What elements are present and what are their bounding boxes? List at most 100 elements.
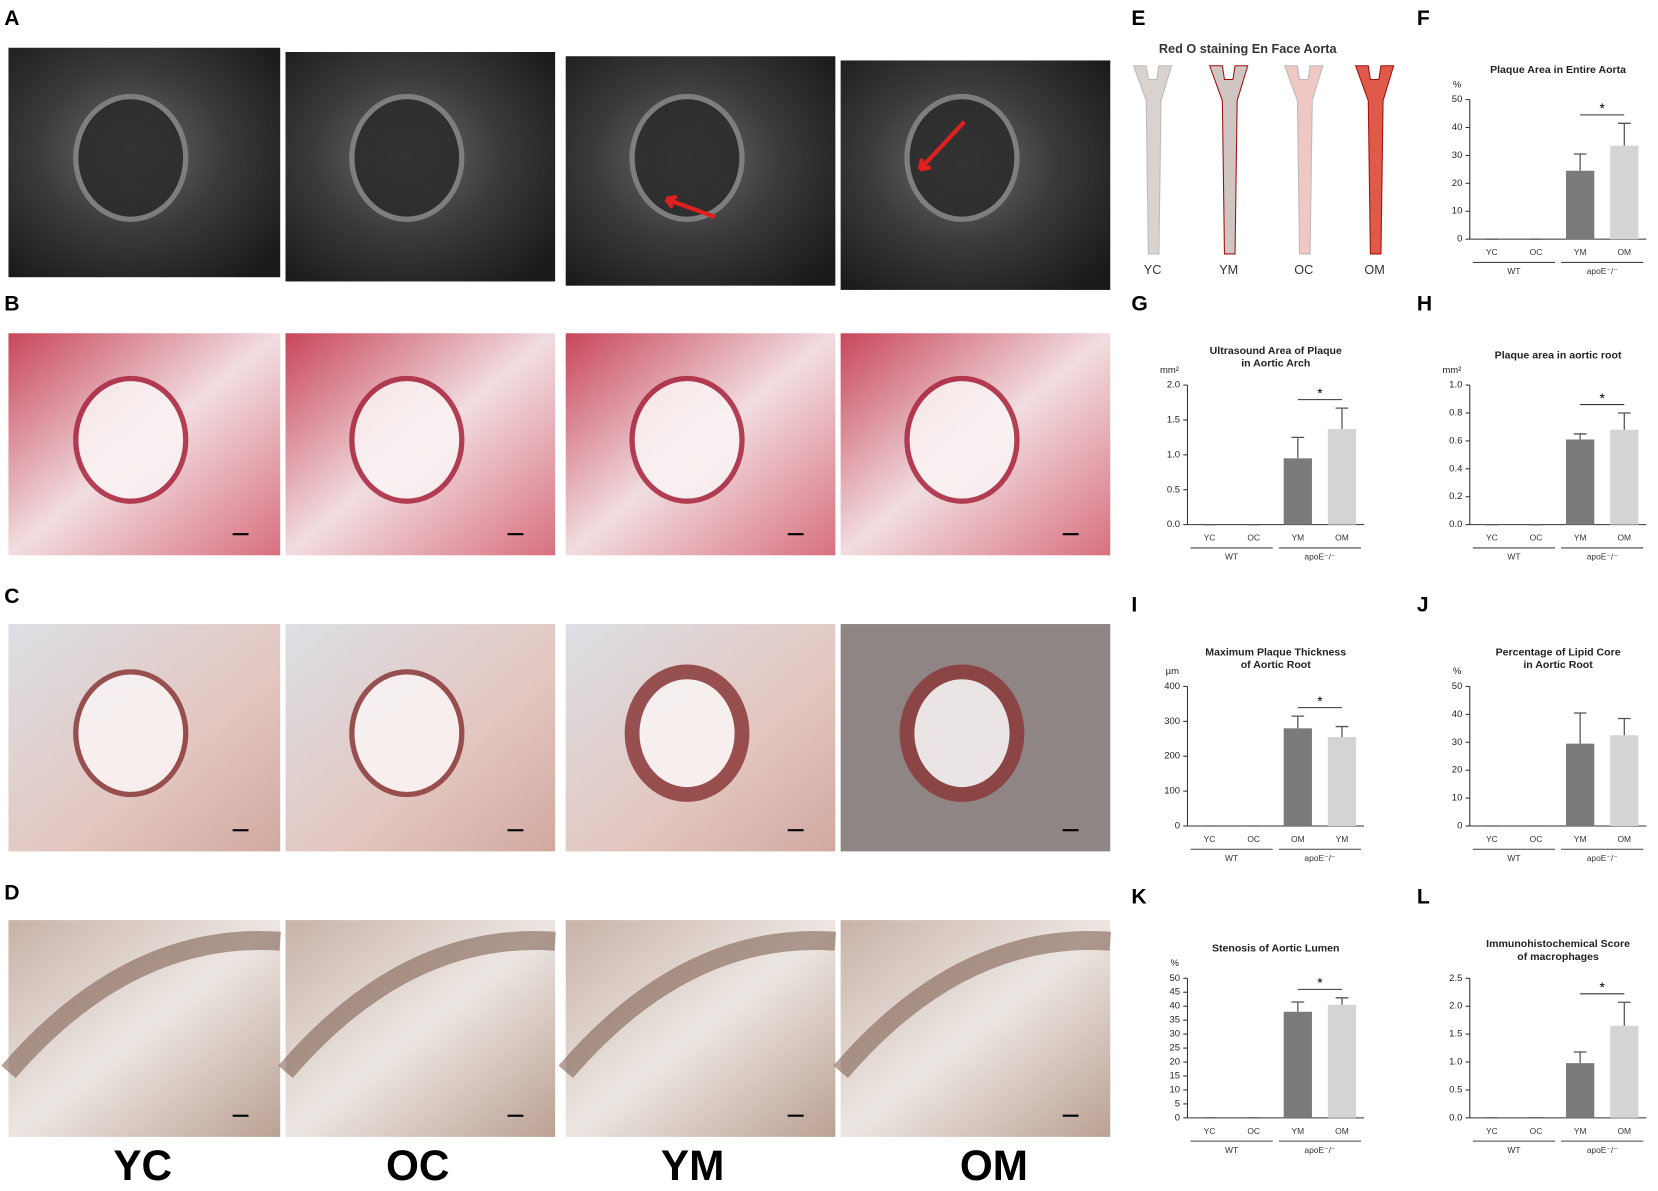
chart-title: of Aortic Root [1241, 659, 1311, 671]
panel-letter: J [1417, 594, 1429, 617]
y-tick-label: 50 [1452, 94, 1463, 105]
significance: * [1317, 694, 1323, 709]
panel-letter: C [4, 585, 19, 608]
bar [1610, 145, 1639, 240]
y-tick-label: 0 [1175, 1112, 1180, 1123]
chart-title: Ultrasound Area of Plaque [1210, 345, 1342, 357]
y-tick-label: 2.5 [1449, 973, 1462, 984]
en-face-label: OM [1364, 263, 1384, 277]
y-unit: mm² [1442, 365, 1461, 376]
y-tick-label: 1.0 [1449, 380, 1462, 391]
panel-letter: D [4, 881, 19, 904]
y-tick-label: 0.0 [1449, 519, 1462, 530]
y-tick-label: 0.0 [1449, 1112, 1462, 1123]
chart-title: Plaque area in aortic root [1495, 349, 1622, 361]
y-tick-label: 20 [1452, 765, 1463, 776]
group-name: WT [1507, 1145, 1520, 1155]
x-tick-label: YM [1291, 1126, 1304, 1136]
bar [1327, 429, 1357, 525]
x-tick-label: YM [1574, 247, 1587, 257]
y-tick-label: 0.2 [1449, 491, 1462, 502]
y-tick-label: 35 [1169, 1015, 1180, 1026]
vessel-wall [73, 375, 189, 504]
group-name: WT [1225, 1145, 1238, 1155]
y-tick-label: 1.0 [1449, 1057, 1462, 1068]
arrow [917, 120, 966, 172]
y-tick-label: 30 [1169, 1029, 1180, 1040]
y-tick-label: 10 [1452, 206, 1463, 217]
x-tick-label: OC [1530, 247, 1543, 257]
bar [1610, 1025, 1639, 1118]
y-tick-label: 20 [1452, 178, 1463, 189]
chart-title: Percentage of Lipid Core [1496, 646, 1621, 658]
error-bar [1573, 153, 1587, 171]
error-bar [1335, 725, 1349, 738]
y-tick-label: 10 [1452, 793, 1463, 804]
error-bar [1291, 1001, 1305, 1012]
y-tick-label: 30 [1452, 150, 1463, 161]
vessel-wall [349, 375, 465, 504]
x-tick-label: YC [1204, 834, 1216, 844]
x-tick-label: OC [1530, 533, 1543, 543]
x-tick-label: OC [1247, 1126, 1260, 1136]
chart-title: in Aortic Root [1523, 659, 1593, 671]
bar [1327, 737, 1357, 827]
x-tick-label: OM [1291, 834, 1305, 844]
en-face-label: OC [1294, 263, 1313, 277]
chart-title: Immunohistochemical Score [1486, 938, 1630, 950]
chart-title: of macrophages [1517, 951, 1599, 963]
error-bar [1573, 712, 1587, 744]
y-tick-label: 40 [1452, 709, 1463, 720]
y-tick-label: 0.4 [1449, 463, 1462, 474]
group-label: OC [386, 1142, 449, 1189]
x-tick-label: YC [1486, 533, 1498, 543]
group-name: apoE⁻/⁻ [1587, 1145, 1618, 1155]
x-tick-label: OM [1335, 1126, 1349, 1136]
vessel-wall [624, 664, 750, 802]
chart-title: Stenosis of Aortic Lumen [1212, 942, 1340, 954]
group-label: YM [661, 1142, 724, 1189]
vessel-wall [349, 93, 465, 222]
y-tick-label: 0.0 [1167, 519, 1180, 530]
tissue-band [833, 931, 1111, 1079]
chart-title: Plaque Area in Entire Aorta [1490, 64, 1626, 76]
aorta [1132, 65, 1173, 255]
y-tick-label: 200 [1164, 751, 1180, 762]
x-tick-label: YM [1291, 533, 1304, 543]
y-tick-label: 0.8 [1449, 408, 1462, 419]
group-label: YC [113, 1142, 172, 1189]
group-name: WT [1507, 552, 1520, 562]
bar [1283, 728, 1312, 827]
y-tick-label: 100 [1164, 786, 1180, 797]
y-unit: µm [1166, 666, 1179, 677]
x-tick-label: YM [1574, 533, 1587, 543]
group-name: apoE⁻/⁻ [1587, 266, 1618, 276]
y-tick-label: 0.5 [1449, 1084, 1462, 1095]
bar [1610, 735, 1639, 827]
group-name: apoE⁻/⁻ [1304, 1145, 1335, 1155]
y-tick-label: 5 [1175, 1098, 1180, 1109]
x-tick-label: YM [1574, 834, 1587, 844]
x-tick-label: YC [1204, 1126, 1216, 1136]
tissue-band [278, 931, 556, 1079]
y-unit: % [1171, 958, 1180, 969]
group-label: OM [960, 1142, 1028, 1189]
en-face-label: YM [1219, 263, 1238, 277]
x-tick-label: OM [1335, 533, 1349, 543]
group-name: WT [1507, 266, 1520, 276]
x-tick-label: YC [1486, 247, 1498, 257]
x-tick-label: OC [1530, 834, 1543, 844]
y-tick-label: 2.0 [1167, 380, 1180, 391]
group-name: apoE⁻/⁻ [1587, 853, 1618, 863]
x-tick-label: OM [1617, 1126, 1631, 1136]
vessel-wall [904, 93, 1020, 222]
chart-title: in Aortic Arch [1241, 358, 1310, 370]
aorta [1208, 65, 1249, 255]
significance: * [1600, 980, 1606, 995]
y-tick-label: 300 [1164, 716, 1180, 727]
group-name: WT [1225, 853, 1238, 863]
panel-letter: K [1131, 885, 1147, 908]
vessel-wall [899, 664, 1025, 802]
vessel-wall [904, 375, 1020, 504]
panel-letter: E [1131, 7, 1145, 30]
